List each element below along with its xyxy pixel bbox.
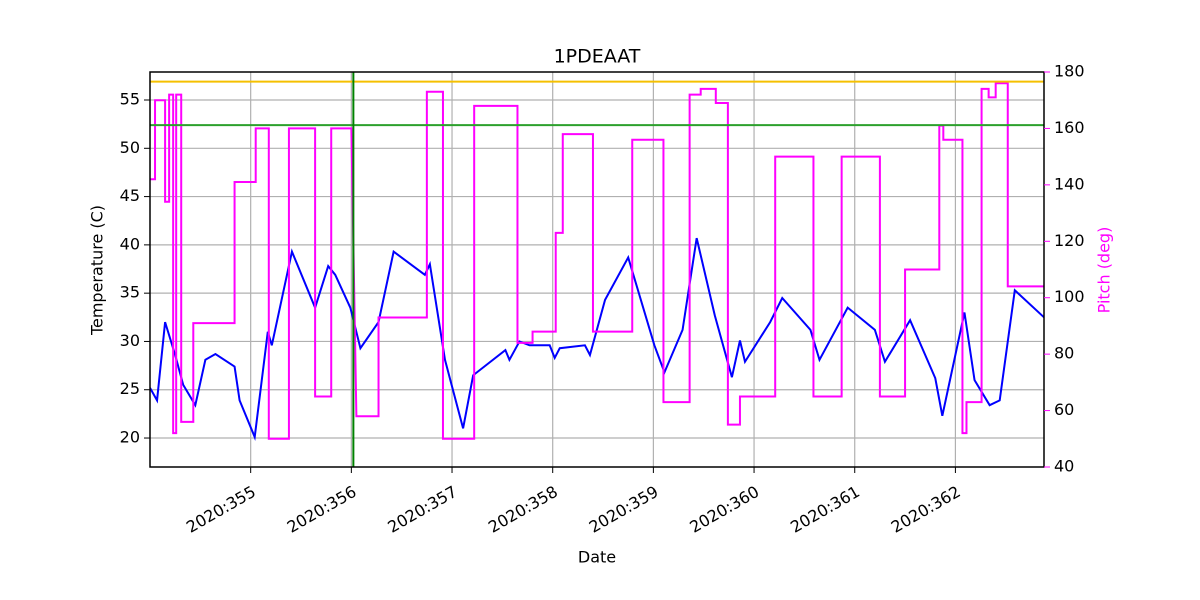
y2-tick-label: 180 — [1054, 62, 1085, 81]
plot-frame — [149, 71, 1045, 468]
data-line — [150, 237, 1044, 441]
y2-tick-label: 140 — [1054, 174, 1085, 193]
y2-tick-label: 160 — [1054, 118, 1085, 137]
y-tick-label: 20 — [120, 428, 140, 447]
y-tick-label: 40 — [120, 234, 140, 253]
chart-title: 1PDEAAT — [554, 46, 641, 68]
y2-tick-label: 120 — [1054, 231, 1085, 250]
y2-tick-label: 100 — [1054, 287, 1085, 306]
y-tick-label: 50 — [120, 138, 140, 157]
grid — [150, 72, 1044, 467]
y2-tick-label: 60 — [1054, 400, 1074, 419]
x-axis-label: Date — [578, 548, 616, 567]
y-tick-label: 55 — [120, 90, 140, 109]
y-tick-label: 30 — [120, 331, 140, 350]
plot-area — [150, 72, 1044, 467]
y2-tick-label: 40 — [1054, 457, 1074, 476]
y-tick-label: 25 — [120, 379, 140, 398]
y-tick-label: 35 — [120, 283, 140, 302]
y2-tick-label: 80 — [1054, 344, 1074, 363]
y-axis-label: Temperature (C) — [88, 205, 107, 336]
y-tick-label: 45 — [120, 186, 140, 205]
y2-axis-label: Pitch (deg) — [1095, 227, 1114, 314]
